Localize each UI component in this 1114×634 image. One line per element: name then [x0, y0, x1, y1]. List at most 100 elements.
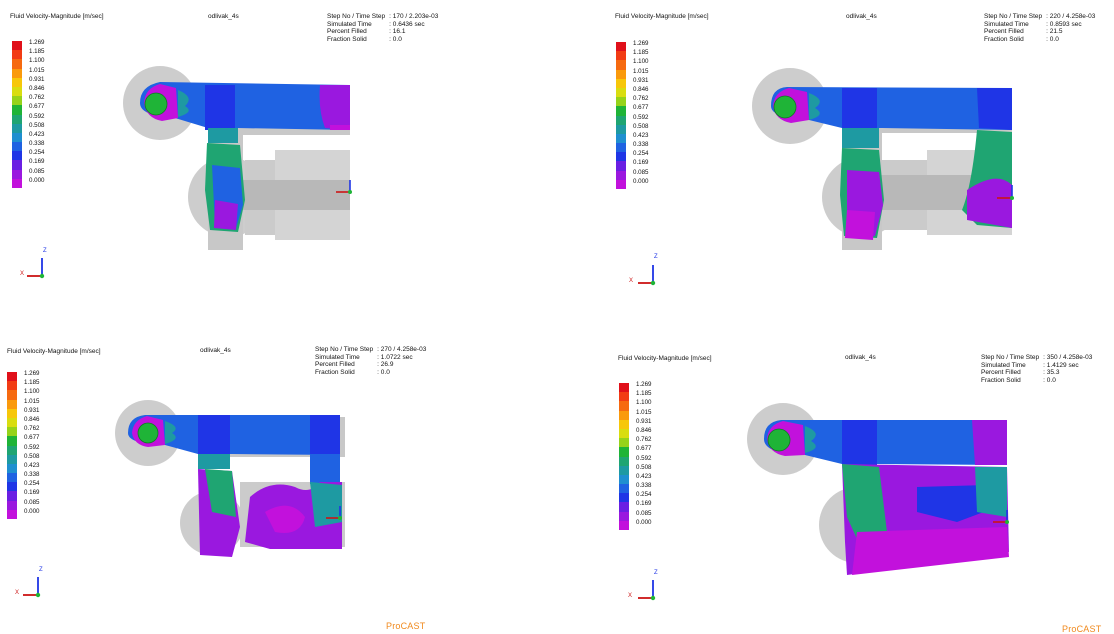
legend-swatches: [7, 372, 17, 519]
legend-tick-label: 1.100: [633, 58, 649, 66]
legend-tick-label: 0.677: [636, 445, 652, 453]
legend-swatch: [619, 419, 629, 429]
casting-geometry: [27, 66, 352, 279]
legend-swatch: [12, 105, 22, 115]
legend-tick-label: 0.846: [633, 85, 649, 93]
legend-swatch: [12, 96, 22, 106]
legend-swatch: [7, 408, 17, 418]
solid-value: : 0.0: [377, 368, 390, 376]
filled-label: Percent Filled: [981, 369, 1021, 377]
legend-tick-label: 0.931: [636, 417, 652, 425]
legend-tick-label: 1.185: [24, 379, 40, 387]
legend-tick-label: 0.254: [29, 149, 45, 157]
time-label: Simulated Time: [984, 20, 1029, 28]
legend-swatch: [616, 133, 626, 144]
legend-title: Fluid Velocity-Magnitude [m/sec]: [615, 13, 709, 20]
legend-tick-label: 0.677: [633, 104, 649, 112]
procast-logo: ProCAST: [1062, 624, 1102, 634]
legend-tick-label: 1.100: [29, 57, 45, 65]
legend-tick-label: 0.592: [24, 443, 40, 451]
legend-tick-label: 1.015: [633, 67, 649, 75]
axis-x-label: X: [20, 271, 25, 277]
legend-tick-label: 0.846: [24, 415, 40, 423]
legend-swatch: [7, 482, 17, 492]
legend-swatch: [7, 399, 17, 409]
legend-swatch: [7, 445, 17, 455]
legend-swatch: [12, 151, 22, 161]
legend-swatch: [616, 87, 626, 98]
legend-swatch: [12, 86, 22, 97]
legend-tick-label: 0.000: [633, 177, 649, 185]
legend-tick-label: 1.269: [29, 39, 45, 46]
step-label: Step No / Time Step: [315, 346, 374, 353]
legend-tick-label: 0.169: [633, 159, 649, 167]
legend-tick-label: 0.508: [24, 452, 40, 460]
legend-tick-label: 1.185: [636, 390, 652, 398]
legend-swatch: [616, 179, 626, 189]
simulation-panel-3: Fluid Velocity-Magnitude [m/sec] odlivak…: [0, 317, 557, 634]
step-info: Step No / Time Step: 220 / 4.258e-03 Sim…: [984, 13, 1095, 43]
legend-swatch: [7, 454, 17, 464]
time-value: : 0.6436 sec: [389, 20, 425, 28]
legend-tick-label: 0.254: [633, 150, 649, 158]
filled-label: Percent Filled: [327, 28, 367, 36]
legend-tick-label: 0.338: [633, 141, 649, 149]
legend-swatch: [619, 493, 629, 503]
legend-tick-label: 0.254: [636, 491, 652, 499]
legend-swatch: [12, 169, 22, 179]
legend-tick-label: 0.254: [24, 480, 40, 488]
solid-value: : 0.0: [1046, 35, 1059, 43]
legend-swatches: [616, 42, 626, 189]
time-label: Simulated Time: [327, 20, 372, 28]
legend-swatch: [616, 106, 626, 116]
legend-swatch: [12, 114, 22, 124]
step-value: : 270 / 4.258e-03: [377, 346, 427, 353]
legend-swatch: [12, 59, 22, 69]
legend-swatch: [12, 41, 22, 51]
legend-tick-label: 0.508: [29, 121, 45, 129]
legend-tick-label: 1.269: [24, 370, 40, 377]
step-label: Step No / Time Step: [984, 13, 1043, 20]
legend-swatch: [619, 520, 629, 530]
filled-value: : 26.9: [377, 361, 394, 369]
axis-z-label: Z: [39, 567, 43, 573]
legend-tick-label: 1.100: [24, 388, 40, 396]
axis-z-label: Z: [654, 254, 658, 260]
legend-swatch: [12, 77, 22, 87]
legend-swatch: [619, 456, 629, 466]
legend-tick-label: 0.592: [29, 112, 45, 120]
legend-swatch: [616, 124, 626, 134]
legend-tick-label: 0.677: [29, 103, 45, 111]
legend-swatch: [616, 170, 626, 180]
legend-tick-label: 0.085: [29, 167, 45, 175]
legend-tick-label: 1.100: [636, 399, 652, 407]
step-value: : 170 / 2.203e-03: [389, 13, 439, 20]
legend-tick-label: 1.015: [636, 408, 652, 416]
axis-z-label: Z: [43, 248, 47, 254]
filled-label: Percent Filled: [315, 361, 355, 369]
project-name: odlivak_4s: [200, 347, 231, 354]
legend-tick-label: 0.338: [636, 482, 652, 490]
legend-tick-label: 0.423: [24, 461, 40, 469]
time-value: : 1.4129 sec: [1043, 361, 1079, 369]
solid-value: : 0.0: [389, 35, 402, 43]
legend-tick-label: 0.000: [29, 176, 45, 184]
step-info: Step No / Time Step: 350 / 4.258e-03 Sim…: [981, 354, 1092, 384]
legend-swatch: [619, 383, 629, 393]
procast-logo: ProCAST: [386, 621, 426, 631]
legend-swatch: [619, 438, 629, 448]
legend-swatch: [12, 160, 22, 170]
step-label: Step No / Time Step: [981, 354, 1040, 361]
step-value: : 350 / 4.258e-03: [1043, 354, 1093, 361]
legend-swatch: [619, 410, 629, 420]
legend-swatch: [12, 132, 22, 143]
filled-label: Percent Filled: [984, 28, 1024, 36]
legend-swatch: [616, 60, 626, 70]
legend-tick-label: 1.185: [29, 48, 45, 56]
step-label: Step No / Time Step: [327, 13, 386, 20]
legend-swatch: [616, 42, 626, 52]
legend-tick-label: 0.169: [29, 158, 45, 166]
legend-tick-label: 0.423: [636, 472, 652, 480]
legend-swatch: [7, 491, 17, 501]
legend-title: Fluid Velocity-Magnitude [m/sec]: [618, 355, 712, 362]
